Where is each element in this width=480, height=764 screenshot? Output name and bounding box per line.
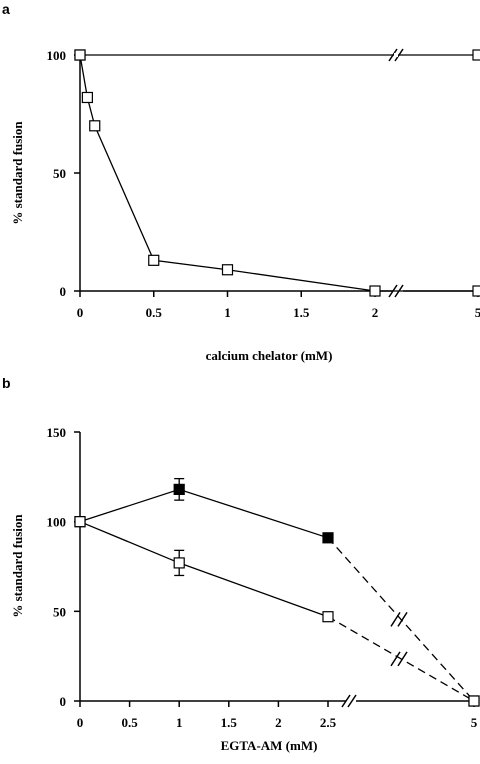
segment-break-mark bbox=[390, 611, 408, 627]
x-tick-label: 1.5 bbox=[293, 305, 310, 320]
y-tick-label: 100 bbox=[47, 48, 67, 63]
panel-a-chart: 0 50 100 0 0.5 1 1.5 2 5 calcium chelator (mM) % s… bbox=[10, 48, 480, 363]
panel-b-label: b bbox=[2, 375, 11, 391]
open-square-marker bbox=[322, 611, 334, 623]
open-square-marker bbox=[472, 285, 480, 297]
x-axis-title: calcium chelator (mM) bbox=[206, 348, 333, 363]
series-line bbox=[79, 521, 329, 618]
x-tick-label: 5 bbox=[475, 305, 480, 320]
open-square-marker bbox=[369, 285, 381, 297]
y-tick-label: 150 bbox=[47, 425, 67, 440]
open-square-marker bbox=[89, 120, 101, 132]
series-line-dashed bbox=[327, 616, 475, 702]
x-axis-break-mark bbox=[341, 694, 357, 708]
filled-square-marker bbox=[173, 483, 185, 495]
open-square-marker bbox=[74, 516, 86, 528]
open-square-marker bbox=[173, 557, 185, 569]
segment-break-mark bbox=[390, 651, 408, 667]
y-tick-label: 0 bbox=[60, 284, 67, 299]
series-line-dashed bbox=[327, 537, 475, 702]
x-axis-title: EGTA-AM (mM) bbox=[221, 738, 318, 753]
y-axis-title: % standard fusion bbox=[10, 121, 25, 225]
x-tick-label: 2 bbox=[372, 305, 379, 320]
open-square-marker bbox=[468, 695, 480, 707]
x-tick-label: 0 bbox=[77, 715, 84, 730]
x-tick-label: 0 bbox=[77, 305, 84, 320]
series-line bbox=[79, 54, 478, 292]
y-axis-title: % standard fusion bbox=[10, 514, 25, 618]
x-tick-label: 0.5 bbox=[121, 715, 138, 730]
y-tick-label: 0 bbox=[60, 694, 67, 709]
open-square-marker bbox=[81, 91, 93, 104]
open-square-marker bbox=[74, 49, 86, 61]
open-square-marker bbox=[221, 264, 234, 276]
x-tick-label: 1.5 bbox=[221, 715, 238, 730]
line-break-gap bbox=[394, 53, 398, 57]
x-tick-label: 0.5 bbox=[146, 305, 163, 320]
y-tick-label: 50 bbox=[53, 604, 66, 619]
panel-a-label: a bbox=[2, 1, 10, 17]
x-tick-label: 1 bbox=[176, 715, 183, 730]
x-tick-label: 1 bbox=[224, 305, 231, 320]
x-tick-label: 2.5 bbox=[320, 715, 337, 730]
series-line bbox=[79, 488, 329, 539]
filled-square-marker bbox=[322, 532, 334, 544]
x-tick-label: 2 bbox=[275, 715, 282, 730]
open-square-marker bbox=[148, 254, 160, 266]
y-tick-label: 100 bbox=[47, 515, 67, 530]
line-break-mark bbox=[388, 48, 404, 62]
y-tick-label: 50 bbox=[53, 166, 66, 181]
open-square-marker bbox=[472, 49, 480, 61]
x-tick-label: 5 bbox=[471, 715, 478, 730]
panel-b-chart: 0 50 100 150 0 0.5 1 1.5 2 2.5 5 EGTA-AM (mM) % stan… bbox=[10, 425, 480, 753]
